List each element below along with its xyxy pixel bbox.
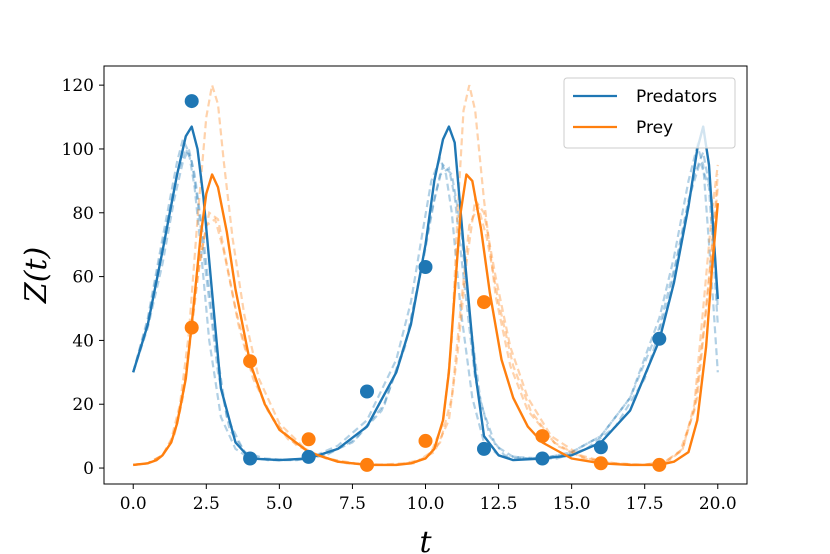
mean-lines bbox=[132, 125, 719, 467]
sample-line-predators-1 bbox=[132, 145, 719, 462]
observation-point-prey-1 bbox=[243, 354, 258, 369]
observation-point-predators-1 bbox=[243, 451, 258, 466]
y-tick-label: 40 bbox=[72, 331, 94, 351]
sample-line-predators-0 bbox=[132, 136, 719, 462]
observation-point-prey-6 bbox=[535, 429, 550, 444]
observation-point-prey-5 bbox=[477, 295, 491, 310]
series-line-predators bbox=[132, 125, 719, 462]
y-tick-label: 60 bbox=[72, 268, 94, 288]
observation-point-predators-6 bbox=[535, 451, 550, 466]
legend-label-predators: Predators bbox=[636, 87, 717, 107]
sample-line-predators-2 bbox=[132, 146, 719, 462]
observation-point-predators-3 bbox=[360, 384, 374, 399]
x-tick-label: 17.5 bbox=[626, 494, 664, 514]
observation-point-prey-2 bbox=[301, 432, 316, 447]
observation-point-predators-7 bbox=[593, 440, 608, 455]
observation-point-predators-8 bbox=[652, 331, 667, 346]
y-tick-label: 20 bbox=[72, 395, 94, 415]
x-axis-ticks: 0.0 2.5 5.0 7.5 10.0 12.5 15.0 17.5 20.0 bbox=[120, 484, 737, 514]
y-tick-label: 100 bbox=[62, 140, 94, 160]
y-tick-label: 120 bbox=[62, 76, 94, 96]
observation-point-predators-0 bbox=[184, 94, 199, 109]
y-tick-label: 80 bbox=[72, 204, 94, 224]
x-axis-label: t bbox=[419, 525, 432, 554]
x-tick-label: 10.0 bbox=[407, 494, 445, 514]
y-axis-ticks: 0 20 40 60 80 100 120 bbox=[62, 76, 104, 479]
observation-point-prey-4 bbox=[418, 433, 433, 448]
observation-point-predators-4 bbox=[418, 260, 433, 274]
observation-point-prey-3 bbox=[360, 457, 374, 472]
x-tick-label: 20.0 bbox=[699, 494, 737, 514]
observation-markers bbox=[184, 94, 667, 472]
sample-line-prey-5 bbox=[133, 174, 719, 467]
x-tick-label: 7.5 bbox=[339, 494, 366, 514]
series-line-prey bbox=[133, 173, 719, 467]
y-tick-label: 0 bbox=[83, 459, 94, 479]
x-tick-label: 12.5 bbox=[480, 494, 518, 514]
x-tick-label: 2.5 bbox=[193, 494, 220, 514]
observation-point-prey-0 bbox=[184, 320, 199, 335]
observation-point-predators-5 bbox=[477, 441, 491, 456]
legend: Predators Prey bbox=[563, 77, 736, 149]
observation-point-predators-2 bbox=[301, 449, 316, 464]
x-tick-label: 0.0 bbox=[120, 494, 147, 514]
observation-point-prey-8 bbox=[652, 457, 667, 472]
observation-point-prey-7 bbox=[593, 456, 608, 471]
x-tick-label: 5.0 bbox=[266, 494, 293, 514]
x-tick-label: 15.0 bbox=[553, 494, 591, 514]
legend-label-prey: Prey bbox=[636, 118, 673, 138]
y-axis-label: Z(t) bbox=[19, 247, 54, 304]
